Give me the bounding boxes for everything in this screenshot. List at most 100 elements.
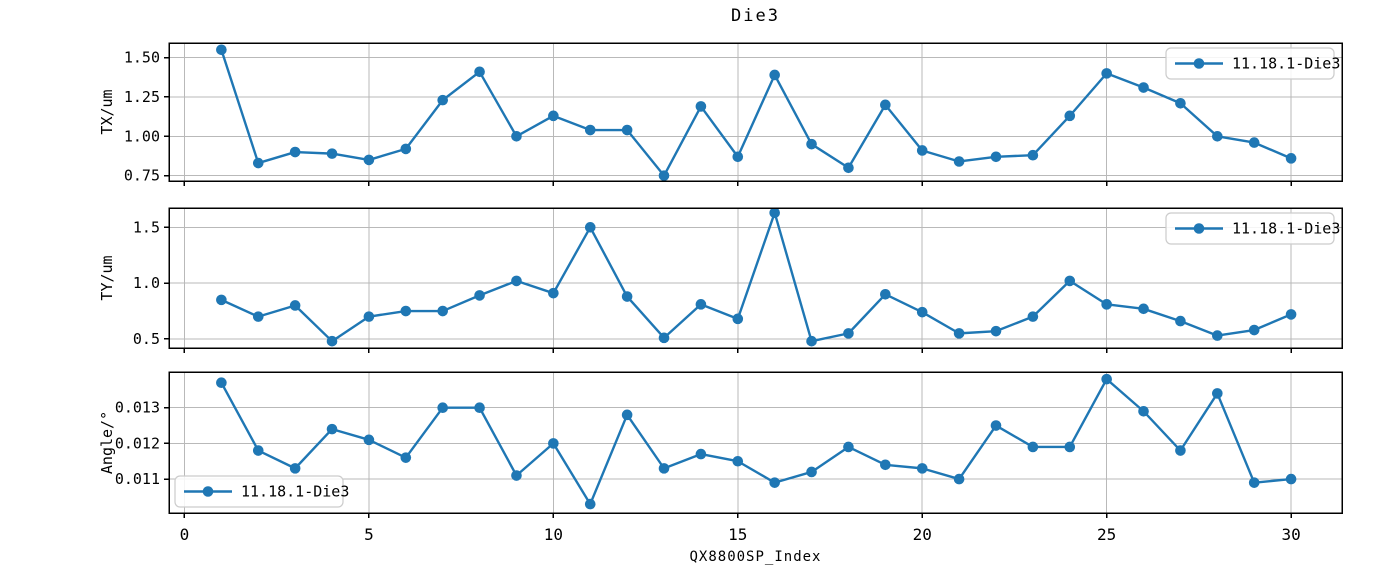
data-point-marker bbox=[1027, 149, 1039, 161]
legend-marker bbox=[1193, 223, 1205, 234]
data-point-marker bbox=[326, 335, 338, 347]
data-point-marker bbox=[437, 94, 449, 106]
data-point-marker bbox=[252, 311, 264, 322]
data-point-marker bbox=[843, 441, 854, 453]
data-point-marker bbox=[769, 477, 780, 488]
y-tick-label: 1.00 bbox=[124, 127, 160, 145]
data-point-marker bbox=[252, 157, 264, 169]
data-point-marker bbox=[1212, 131, 1223, 142]
y-tick-label: 0.5 bbox=[133, 330, 160, 348]
data-point-marker bbox=[880, 99, 891, 111]
data-point-marker bbox=[621, 124, 633, 136]
data-point-marker bbox=[511, 470, 522, 481]
y-tick-label: 0.75 bbox=[124, 167, 160, 185]
data-point-marker bbox=[511, 131, 522, 142]
data-point-marker bbox=[732, 151, 744, 163]
data-point-marker bbox=[916, 463, 928, 474]
data-point-marker bbox=[1248, 324, 1260, 336]
data-point-marker bbox=[474, 66, 485, 78]
data-point-marker bbox=[437, 305, 449, 317]
data-point-marker bbox=[806, 138, 817, 150]
data-point-marker bbox=[880, 459, 891, 471]
data-point-marker bbox=[843, 328, 854, 339]
data-point-marker bbox=[584, 222, 596, 233]
legend-label: 11.18.1-Die3 bbox=[241, 483, 349, 501]
x-tick-label: 0 bbox=[180, 525, 190, 544]
data-point-marker bbox=[474, 402, 485, 413]
data-point-marker bbox=[916, 145, 928, 156]
data-point-marker bbox=[658, 170, 670, 181]
chart-title: Die3 bbox=[731, 6, 780, 26]
data-point-marker bbox=[953, 473, 965, 485]
data-point-marker bbox=[990, 325, 1002, 337]
legend-label: 11.18.1-Die3 bbox=[1232, 220, 1340, 238]
data-point-marker bbox=[990, 420, 1002, 431]
y-tick-label: 0.013 bbox=[115, 399, 160, 417]
legend-marker bbox=[1193, 58, 1205, 69]
data-point-marker bbox=[1138, 405, 1149, 417]
data-point-marker bbox=[1027, 311, 1039, 322]
data-point-marker bbox=[1064, 275, 1076, 287]
x-tick-label: 30 bbox=[1281, 525, 1300, 544]
data-point-marker bbox=[252, 445, 264, 456]
data-point-marker bbox=[1285, 309, 1297, 320]
y-axis-label: Angle/° bbox=[98, 411, 116, 474]
data-point-marker bbox=[216, 294, 227, 306]
data-point-marker bbox=[1248, 137, 1260, 148]
data-point-marker bbox=[806, 466, 817, 478]
data-point-marker bbox=[732, 455, 744, 467]
data-point-marker bbox=[548, 287, 559, 299]
data-point-marker bbox=[1212, 330, 1223, 341]
data-point-marker bbox=[289, 463, 301, 474]
data-point-marker bbox=[400, 305, 412, 317]
x-tick-label: 15 bbox=[728, 525, 747, 544]
data-point-marker bbox=[1138, 82, 1149, 93]
data-point-marker bbox=[400, 452, 412, 463]
data-point-marker bbox=[1285, 153, 1297, 164]
y-tick-label: 1.50 bbox=[124, 49, 160, 67]
x-tick-label: 10 bbox=[544, 525, 563, 544]
y-tick-label: 1.25 bbox=[124, 88, 160, 106]
legend-label: 11.18.1-Die3 bbox=[1232, 55, 1340, 73]
series-line bbox=[220, 48, 1293, 177]
data-point-marker bbox=[695, 101, 707, 112]
y-tick-label: 1.5 bbox=[133, 218, 160, 236]
data-point-marker bbox=[1064, 441, 1076, 453]
y-tick-label: 0.012 bbox=[115, 434, 160, 452]
x-tick-label: 25 bbox=[1097, 525, 1116, 544]
y-axis-label: TY/um bbox=[98, 255, 116, 300]
data-point-marker bbox=[916, 306, 928, 318]
axes-border bbox=[168, 42, 1343, 182]
data-point-marker bbox=[289, 300, 301, 311]
data-point-marker bbox=[953, 156, 965, 167]
data-point-marker bbox=[658, 332, 670, 344]
data-point-marker bbox=[1285, 473, 1297, 485]
data-point-marker bbox=[326, 423, 338, 435]
data-point-marker bbox=[216, 377, 227, 389]
data-point-marker bbox=[474, 290, 485, 301]
data-point-marker bbox=[658, 463, 670, 474]
data-point-marker bbox=[584, 498, 596, 510]
data-point-marker bbox=[1101, 68, 1112, 79]
data-point-marker bbox=[584, 124, 596, 136]
data-point-marker bbox=[1101, 373, 1112, 385]
data-point-marker bbox=[511, 275, 522, 287]
data-point-marker bbox=[1175, 97, 1186, 109]
y-tick-label: 0.011 bbox=[115, 470, 160, 488]
data-point-marker bbox=[363, 311, 375, 322]
axes-border bbox=[168, 207, 1343, 349]
data-point-marker bbox=[326, 148, 338, 159]
data-point-marker bbox=[621, 409, 633, 421]
data-point-marker bbox=[1064, 110, 1076, 122]
data-point-marker bbox=[621, 291, 633, 302]
legend-box bbox=[1165, 47, 1335, 80]
data-point-marker bbox=[1212, 388, 1223, 399]
data-point-marker bbox=[953, 328, 965, 339]
data-point-marker bbox=[732, 313, 744, 325]
data-point-marker bbox=[400, 143, 412, 155]
data-point-marker bbox=[806, 335, 817, 347]
data-point-marker bbox=[769, 207, 780, 219]
axes-border bbox=[168, 371, 1343, 514]
